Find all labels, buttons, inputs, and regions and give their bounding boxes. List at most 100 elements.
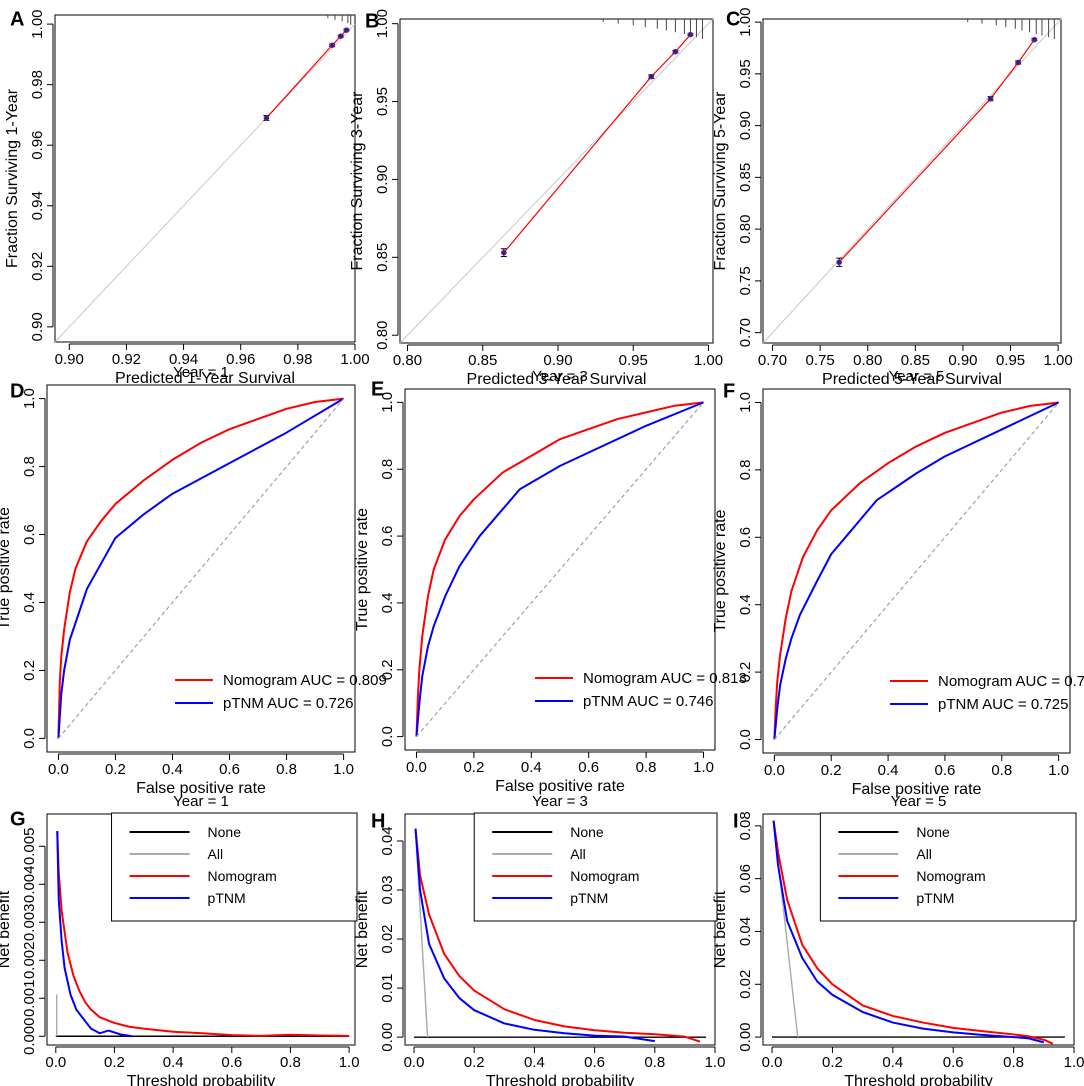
y-tick-label: 0.003 xyxy=(21,904,38,942)
y-tick-label: 0.06 xyxy=(737,864,754,893)
x-tick-label: 0.4 xyxy=(882,1054,903,1071)
x-tick-label: 0.2 xyxy=(821,762,842,779)
y-tick-label: 0.2 xyxy=(379,659,396,680)
x-tick-label: 0.2 xyxy=(105,761,126,778)
calibration-point xyxy=(648,73,655,80)
panel-d: D Year = 1 0.0 0.2 0.4 0.6 0.8 1.0 0.0 0.2 0.4 0.6 0… xyxy=(0,364,387,797)
series-line-nomogram xyxy=(57,397,344,739)
x-tick-label: 1.0 xyxy=(1048,762,1069,779)
x-tick-label: 0.6 xyxy=(221,1054,242,1071)
panel-letter: F xyxy=(723,380,735,402)
x-tick-label: 0.8 xyxy=(644,1054,665,1071)
x-tick-label: 0.6 xyxy=(943,1054,964,1071)
y-tick-label: 0.02 xyxy=(379,924,396,953)
x-tick-label: 0.4 xyxy=(163,1054,184,1071)
x-tick-label: 0.0 xyxy=(406,759,427,776)
x-tick-label: 0.85 xyxy=(901,352,930,369)
series-line-nomogram xyxy=(56,831,350,1037)
calibration-point xyxy=(1031,36,1038,43)
calibration-point xyxy=(263,115,270,121)
x-tick-label: 0.0 xyxy=(764,762,785,779)
calibration-point xyxy=(329,42,335,49)
y-tick-label: 0.0 xyxy=(21,728,38,749)
y-tick-label: 0.6 xyxy=(21,524,38,545)
x-tick-label: 0.94 xyxy=(169,351,198,368)
x-tick-label: 0.2 xyxy=(463,759,484,776)
y-tick-label: 1.00 xyxy=(737,8,754,37)
y-tick-label: 1.0 xyxy=(21,388,38,409)
x-tick-label: 1.00 xyxy=(694,352,723,369)
series-line-ptnm xyxy=(57,397,345,739)
series-line-reference xyxy=(57,398,345,739)
calibration-point xyxy=(836,259,842,266)
series-line-nomogram xyxy=(772,820,1054,1045)
x-tick-label: 0.75 xyxy=(806,352,835,369)
x-tick-label: 0.6 xyxy=(219,761,240,778)
y-tick-label: 0.6 xyxy=(379,526,396,547)
legend-label: pTNM xyxy=(208,890,246,906)
panel-c: C 0.70 0.75 0.80 0.85 0.90 0.95 1.00 0.70 0.75 0.8… xyxy=(712,8,1073,388)
calibration-line xyxy=(838,39,1035,263)
series-line-ptnm xyxy=(56,831,133,1038)
x-tick-label: 1.00 xyxy=(340,351,369,368)
calibration-line xyxy=(503,34,691,254)
y-tick-label: 1.00 xyxy=(29,9,46,38)
legend-label: pTNM xyxy=(916,890,954,906)
y-tick-label: 0.85 xyxy=(737,163,754,192)
chart-title: Year = 1 xyxy=(173,793,229,810)
x-axis-label: Threshold probability xyxy=(127,1073,276,1086)
x-tick-label: 0.92 xyxy=(112,351,141,368)
x-tick-label: 0.90 xyxy=(543,352,572,369)
y-tick-label: 0.000 xyxy=(21,1017,38,1055)
y-tick-label: 0.4 xyxy=(379,592,396,613)
y-tick-label: 0.90 xyxy=(29,312,46,341)
panel-letter: C xyxy=(726,8,740,30)
panel-letter: B xyxy=(365,10,379,32)
y-axis-label: Fraction Surviving 3-Year xyxy=(349,91,366,271)
x-tick-label: 0.0 xyxy=(45,1054,66,1071)
y-tick-label: 1.0 xyxy=(379,392,396,413)
series-line-nomogram xyxy=(773,401,1059,740)
y-tick-label: 0.98 xyxy=(29,70,46,99)
y-tick-label: 0.85 xyxy=(374,243,391,272)
x-tick-label: 0.4 xyxy=(521,759,542,776)
x-tick-label: 1.0 xyxy=(339,1054,360,1071)
legend-label: pTNM xyxy=(570,890,608,906)
x-tick-label: 0.2 xyxy=(104,1054,125,1071)
series-line-ptnm xyxy=(414,828,655,1043)
panel-letter: D xyxy=(10,380,24,402)
y-tick-label: 0.92 xyxy=(29,252,46,281)
plot-frame xyxy=(54,14,356,343)
x-tick-label: 0.80 xyxy=(853,352,882,369)
y-axis-label: True positive rate xyxy=(0,507,13,630)
series-line-ptnm xyxy=(772,820,1045,1044)
x-axis-label: Predicted 5-Year Survival xyxy=(822,371,1002,388)
y-tick-label: 0.4 xyxy=(737,594,754,615)
legend-label: pTNM AUC = 0.726 xyxy=(223,695,353,712)
y-tick-label: 0.00 xyxy=(379,1023,396,1052)
y-tick-label: 0.90 xyxy=(374,165,391,194)
chart-title: Year = 3 xyxy=(532,368,588,385)
ideal-line xyxy=(399,18,714,344)
x-tick-label: 1.0 xyxy=(705,1054,726,1071)
x-tick-label: 0.4 xyxy=(524,1054,545,1071)
legend-label: Nomogram xyxy=(916,868,985,884)
panel-a: A 0.90 0.92 0.94 0.96 0.98 1.00 0.90 0.92 0.94 0.9… xyxy=(4,8,370,387)
x-axis-label: Threshold probability xyxy=(486,1073,635,1086)
y-tick-label: 0.4 xyxy=(21,592,38,613)
x-tick-label: 0.90 xyxy=(55,351,84,368)
legend-label: pTNM AUC = 0.725 xyxy=(938,696,1068,713)
x-tick-label: 1.0 xyxy=(333,761,354,778)
y-axis-label: Net benefit xyxy=(712,890,729,968)
x-axis-label: False positive rate xyxy=(852,781,982,798)
x-tick-label: 0.2 xyxy=(464,1054,485,1071)
x-tick-label: 0.96 xyxy=(226,351,255,368)
legend-label: Nomogram AUC = 0.787 xyxy=(938,673,1084,690)
x-tick-label: 0.8 xyxy=(276,761,297,778)
legend-label: All xyxy=(570,846,586,862)
x-tick-label: 0.8 xyxy=(991,762,1012,779)
series-line-ptnm xyxy=(773,401,1060,740)
x-tick-label: 0.2 xyxy=(822,1054,843,1071)
chart-title: Year = 5 xyxy=(891,793,947,810)
x-tick-label: 1.00 xyxy=(1044,352,1073,369)
